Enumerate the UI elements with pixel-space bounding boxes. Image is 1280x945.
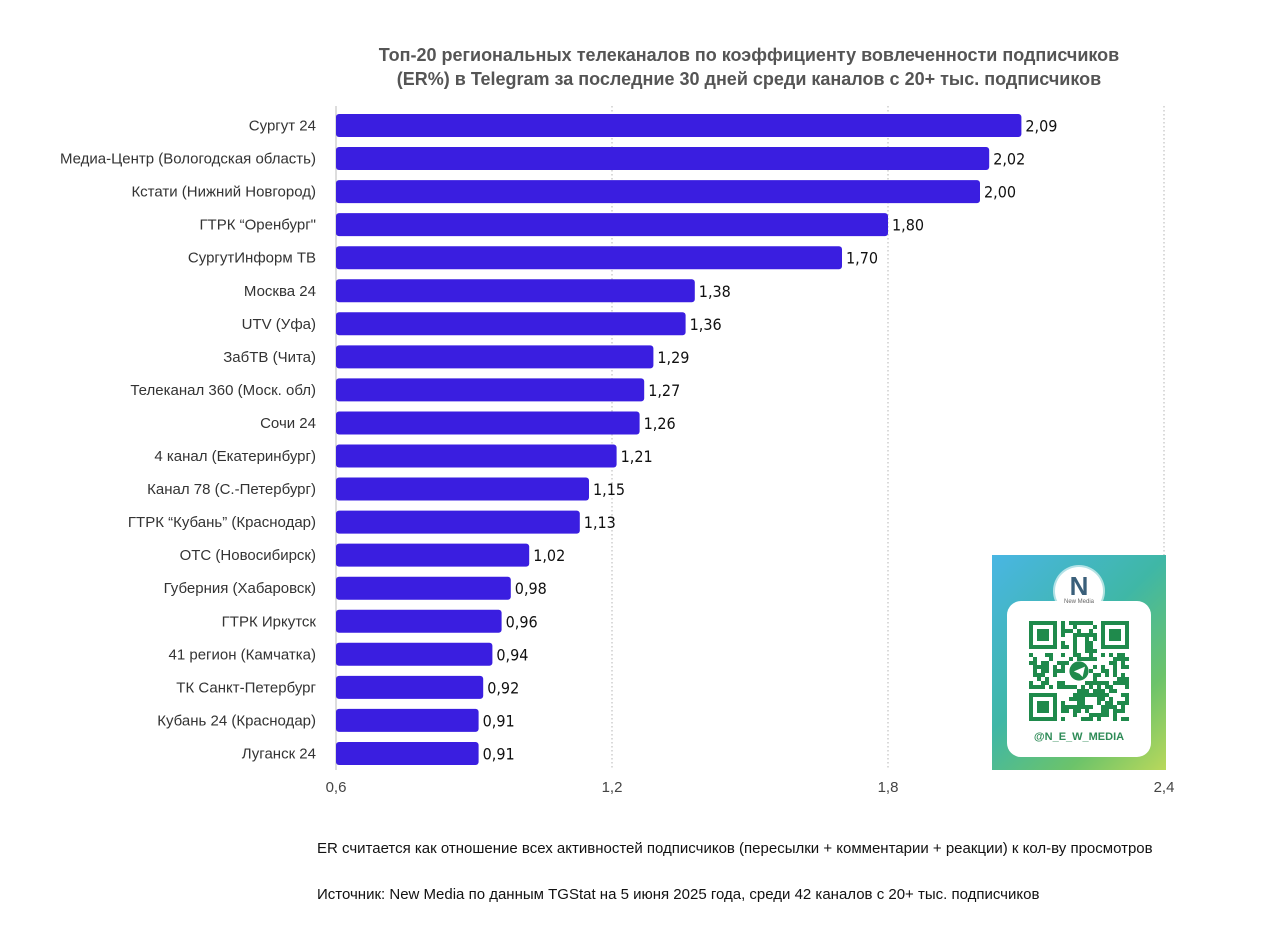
value-label: 1,02 bbox=[533, 546, 565, 565]
bar bbox=[336, 444, 617, 468]
category-label: 41 регион (Камчатка) bbox=[169, 646, 317, 663]
category-label: Медиа-Центр (Вологодская область) bbox=[60, 151, 316, 168]
bar bbox=[336, 147, 990, 171]
value-label: 0,92 bbox=[487, 678, 519, 697]
value-label: 1,13 bbox=[584, 513, 616, 532]
chart-title-line-1: Топ-20 региональных телеканалов по коэфф… bbox=[379, 45, 1120, 65]
bar bbox=[336, 708, 479, 732]
chart-title: Топ-20 региональных телеканалов по коэфф… bbox=[379, 45, 1120, 89]
x-tick-label: 1,2 bbox=[602, 779, 623, 796]
bar bbox=[336, 543, 530, 567]
bar bbox=[336, 312, 686, 336]
bar bbox=[336, 213, 888, 237]
category-labels: Сургут 24 Медиа-Центр (Вологодская област… bbox=[60, 118, 317, 763]
bar bbox=[336, 279, 695, 303]
value-label: 1,26 bbox=[644, 414, 676, 433]
x-tick-label: 1,8 bbox=[878, 779, 899, 796]
category-label: Москва 24 bbox=[244, 283, 316, 300]
bar bbox=[336, 114, 1022, 137]
value-label: 1,80 bbox=[892, 216, 924, 235]
category-label: ОТС (Новосибирск) bbox=[180, 547, 316, 564]
bar-chart: Топ-20 региональных телеканалов по коэфф… bbox=[60, 45, 1175, 796]
logo-text: New Media bbox=[1063, 599, 1094, 605]
source-note: Источник: New Media по данным TGStat на … bbox=[317, 886, 1040, 903]
bar bbox=[336, 510, 580, 534]
value-label: 0,91 bbox=[483, 711, 515, 730]
category-label: Телеканал 360 (Моск. обл) bbox=[130, 382, 316, 399]
x-axis-ticks: 0,6 1,2 1,8 2,4 bbox=[326, 779, 1175, 796]
value-label: 1,15 bbox=[593, 480, 625, 499]
value-labels: 2,092,02 2,00 1,80 1,70 1,38 1,361,29 1,27 1,26… bbox=[483, 117, 1058, 764]
value-label: 2,09 bbox=[1025, 117, 1057, 136]
bar bbox=[336, 246, 842, 270]
category-label: ГТРК “Кубань” (Краснодар) bbox=[128, 514, 316, 531]
category-label: ЗабТВ (Чита) bbox=[223, 349, 316, 366]
bar bbox=[336, 378, 645, 402]
x-tick-label: 0,6 bbox=[326, 779, 347, 796]
category-label: Луганск 24 bbox=[242, 745, 316, 762]
category-label: ТК Санкт-Петербург bbox=[176, 679, 316, 696]
new-media-logo: N New Media bbox=[1055, 567, 1103, 615]
value-label: 1,38 bbox=[699, 282, 731, 301]
bar bbox=[336, 741, 479, 765]
value-label: 1,27 bbox=[648, 381, 680, 400]
category-label: ГТРК “Оренбург" bbox=[199, 217, 316, 234]
logo-letter: N bbox=[1069, 571, 1089, 601]
bar bbox=[336, 477, 589, 501]
category-label: UTV (Уфа) bbox=[242, 316, 316, 333]
category-label: Сочи 24 bbox=[260, 415, 316, 432]
bar bbox=[336, 411, 640, 435]
bar bbox=[336, 675, 484, 699]
category-label: Кстати (Нижний Новгород) bbox=[131, 184, 316, 201]
value-label: 0,94 bbox=[496, 645, 528, 664]
er-definition-note: ER считается как отношение всех активнос… bbox=[317, 840, 1153, 857]
value-label: 1,70 bbox=[846, 249, 878, 268]
value-label: 1,29 bbox=[657, 348, 689, 367]
value-label: 2,02 bbox=[993, 150, 1025, 169]
bar bbox=[336, 642, 493, 666]
value-label: 1,21 bbox=[621, 447, 653, 466]
qr-promo-card[interactable]: N New Media @N_E_W_MEDIA bbox=[992, 555, 1166, 770]
category-label: Кубань 24 (Краснодар) bbox=[157, 712, 316, 729]
category-label: Канал 78 (С.-Петербург) bbox=[147, 481, 316, 498]
category-label: 4 канал (Екатеринбург) bbox=[154, 448, 316, 465]
bar bbox=[336, 345, 654, 369]
value-label: 2,00 bbox=[984, 183, 1016, 202]
value-label: 0,91 bbox=[483, 744, 515, 763]
category-label: Губерния (Хабаровск) bbox=[164, 580, 316, 597]
chart-title-line-2: (ER%) в Telegram за последние 30 дней ср… bbox=[397, 69, 1101, 89]
bars bbox=[336, 114, 1022, 765]
bar bbox=[336, 180, 980, 204]
x-tick-label: 2,4 bbox=[1154, 779, 1175, 796]
channel-handle[interactable]: @N_E_W_MEDIA bbox=[1033, 731, 1125, 743]
value-label: 0,96 bbox=[506, 612, 538, 631]
value-label: 1,36 bbox=[690, 315, 722, 334]
value-label: 0,98 bbox=[515, 579, 547, 598]
bar bbox=[336, 609, 502, 633]
bar bbox=[336, 576, 511, 600]
category-label: СургутИнформ ТВ bbox=[188, 250, 316, 267]
category-label: Сургут 24 bbox=[249, 118, 316, 135]
category-label: ГТРК Иркутск bbox=[222, 613, 317, 630]
qr-code-icon[interactable] bbox=[1029, 621, 1129, 721]
